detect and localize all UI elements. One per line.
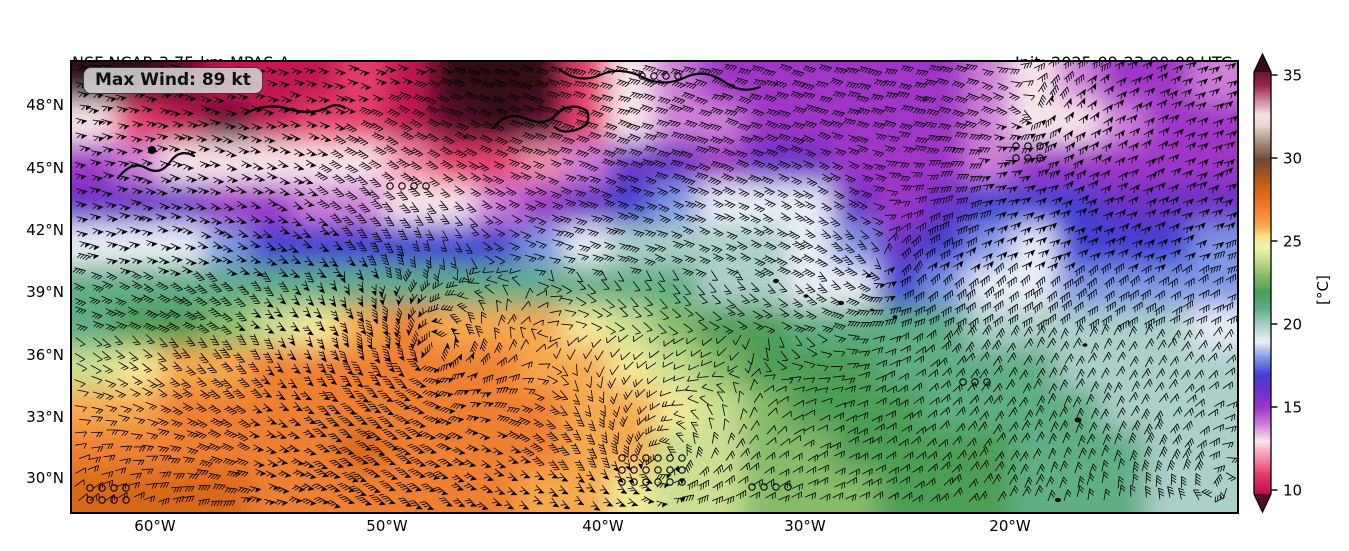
map-canvas (72, 62, 1237, 512)
colorbar-tick-label: 35 (1283, 67, 1302, 85)
calm-wind-circles (86, 72, 1044, 504)
colorbar-outline (1253, 52, 1272, 514)
coastline-newfoundland-south (491, 105, 590, 133)
lon-tick-label: 60°W (134, 517, 176, 535)
colorbar-ticks: 35 30 25 20 15 10 (1271, 67, 1302, 500)
colorbar-under-arrow (1254, 494, 1271, 512)
colorbar-tick-label: 10 (1283, 482, 1302, 500)
wind-barbs-layer (72, 62, 1237, 511)
colorbar-units-label: [°C] (1314, 275, 1332, 305)
colorbar-tick-label: 20 (1283, 316, 1302, 334)
colorbar-tick-label: 25 (1283, 233, 1302, 251)
lat-tick-label: 39°N (26, 283, 64, 301)
lon-tick-label: 20°W (989, 517, 1031, 535)
lat-tick-label: 45°N (26, 159, 64, 177)
lon-tick-label: 50°W (366, 517, 408, 535)
lat-tick-label: 33°N (26, 408, 64, 426)
colorbar-tick-label: 15 (1283, 399, 1302, 417)
lon-tick-label: 30°W (784, 517, 826, 535)
colorbar-over-arrow (1254, 54, 1271, 72)
lat-tick-label: 48°N (26, 96, 64, 114)
coastline-nova-scotia (116, 151, 196, 180)
lon-tick-label: 40°W (582, 517, 624, 535)
colorbar-gradient-bar (1254, 72, 1271, 494)
colorbar: 35 30 25 20 15 10 (1253, 52, 1302, 514)
lat-tick-label: 36°N (26, 346, 64, 364)
max-wind-badge: Max Wind: 89 kt (83, 67, 263, 94)
lat-tick-label: 30°N (26, 469, 64, 487)
lat-tick-label: 42°N (26, 221, 64, 239)
wind-barbs (72, 62, 1237, 511)
map-panel: Max Wind: 89 kt (70, 60, 1239, 514)
colorbar-tick-label: 30 (1283, 150, 1302, 168)
